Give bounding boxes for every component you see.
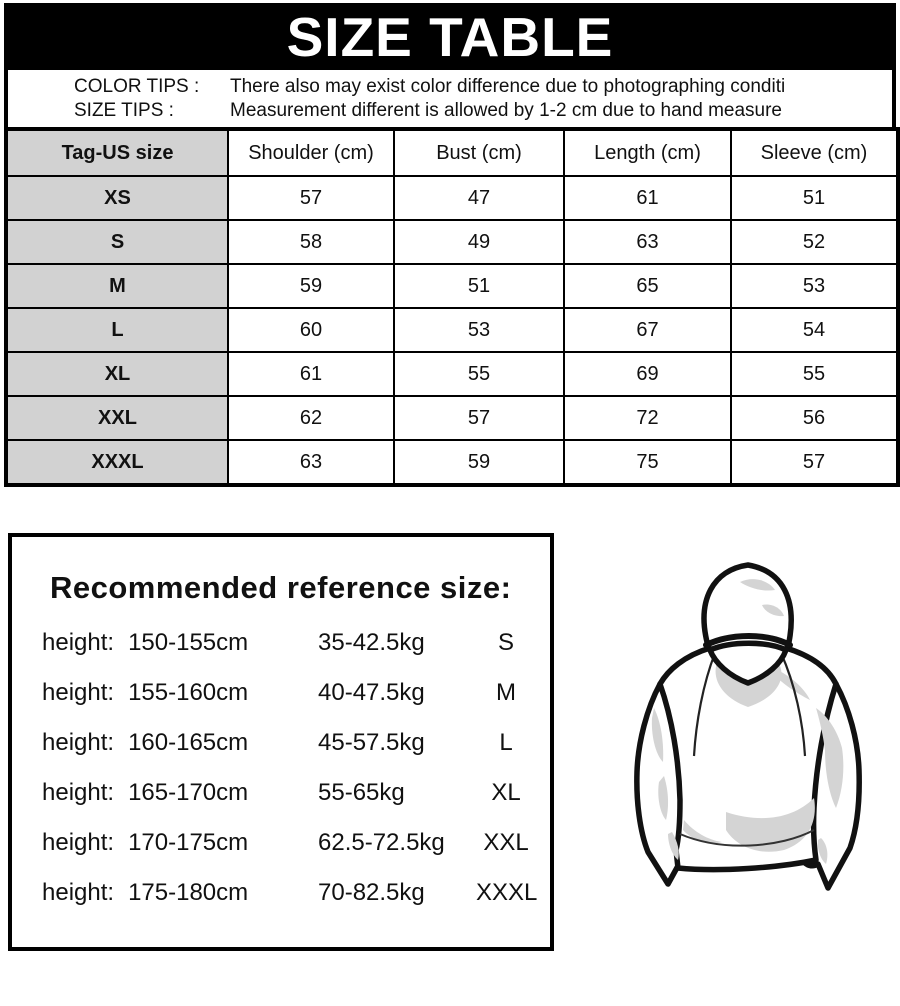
bust-value: 59 [393, 439, 565, 486]
size-table-panel: SIZE TABLE COLOR TIPS : SIZE TIPS : Ther… [4, 3, 900, 487]
reference-row-xxl: height: 170-175cm 62.5-72.5kg XXL [12, 818, 550, 868]
tips-messages: There also may exist color difference du… [230, 75, 892, 123]
bust-value: 47 [393, 175, 565, 221]
shoulder-value: 60 [227, 307, 395, 353]
height-label: height: [42, 679, 115, 706]
length-value: 67 [563, 307, 732, 353]
reference-row-l: height: 160-165cm 45-57.5kg L [12, 718, 550, 768]
table-row-xl: XL 61 55 69 55 [5, 351, 899, 397]
height-value: 170-175cm [128, 829, 249, 856]
shoulder-value: 62 [227, 395, 395, 441]
height-value: 150-155cm [128, 629, 249, 656]
height-range: height: 170-175cm [42, 829, 318, 857]
shoulder-value: 57 [227, 175, 395, 221]
height-label: height: [42, 629, 115, 656]
height-value: 160-165cm [128, 729, 249, 756]
bust-value: 53 [393, 307, 565, 353]
reference-row-xxxl: height: 175-180cm 70-82.5kg XXXL [12, 868, 550, 918]
size-table-banner: SIZE TABLE [4, 3, 896, 70]
recommended-size: L [499, 729, 513, 756]
recommended-size: XXXL [476, 879, 538, 906]
size-table: Tag-US size Shoulder (cm) Bust (cm) Leng… [4, 127, 900, 487]
color-tips-label: COLOR TIPS : [74, 76, 200, 97]
size-label: XS [5, 175, 229, 221]
reference-heading: Recommended reference size: [50, 570, 512, 605]
table-row-s: S 58 49 63 52 [5, 219, 899, 265]
height-range: height: 155-160cm [42, 679, 318, 707]
reference-rows: height: 150-155cm 35-42.5kg S height: 155-… [12, 618, 550, 918]
height-value: 155-160cm [128, 679, 249, 706]
table-row-xs: XS 57 47 61 51 [5, 175, 899, 221]
sleeve-value: 54 [730, 307, 899, 353]
sleeve-value: 52 [730, 219, 899, 265]
shoulder-value: 58 [227, 219, 395, 265]
height-label: height: [42, 779, 115, 806]
recommended-size: M [496, 679, 516, 706]
bust-value: 55 [393, 351, 565, 397]
table-row-m: M 59 51 65 53 [5, 263, 899, 309]
sleeve-value: 57 [730, 439, 899, 486]
size-label: XXL [5, 395, 229, 441]
length-value: 63 [563, 219, 732, 265]
reference-row-s: height: 150-155cm 35-42.5kg S [12, 618, 550, 668]
height-range: height: 175-180cm [42, 879, 318, 907]
sleeve-value: 53 [730, 263, 899, 309]
tips-labels: COLOR TIPS : SIZE TIPS : [8, 75, 230, 123]
hoodie-illustration [634, 562, 862, 891]
size-label: XL [5, 351, 229, 397]
length-value: 69 [563, 351, 732, 397]
sleeve-value: 51 [730, 175, 899, 221]
weight-range: 40-47.5kg [318, 679, 425, 706]
col-header-sleeve: Sleeve (cm) [730, 128, 899, 177]
weight-range: 45-57.5kg [318, 729, 425, 756]
size-label: L [5, 307, 229, 353]
recommended-size: XXL [483, 829, 529, 856]
shoulder-value: 59 [227, 263, 395, 309]
sleeve-value: 56 [730, 395, 899, 441]
weight-range: 62.5-72.5kg [318, 829, 445, 856]
tips-row: COLOR TIPS : SIZE TIPS : There also may … [4, 70, 896, 127]
table-row-l: L 60 53 67 54 [5, 307, 899, 353]
bust-value: 49 [393, 219, 565, 265]
size-label: S [5, 219, 229, 265]
height-range: height: 150-155cm [42, 629, 318, 657]
length-value: 72 [563, 395, 732, 441]
shoulder-value: 61 [227, 351, 395, 397]
size-label: M [5, 263, 229, 309]
length-value: 75 [563, 439, 732, 486]
height-label: height: [42, 829, 115, 856]
col-header-bust: Bust (cm) [393, 128, 565, 177]
shoulder-value: 63 [227, 439, 395, 486]
col-header-shoulder: Shoulder (cm) [227, 128, 395, 177]
size-table-title: SIZE TABLE [286, 5, 614, 68]
bust-value: 51 [393, 263, 565, 309]
height-range: height: 160-165cm [42, 729, 318, 757]
height-label: height: [42, 729, 115, 756]
height-label: height: [42, 879, 115, 906]
bust-value: 57 [393, 395, 565, 441]
recommended-size: XL [491, 779, 521, 806]
weight-range: 70-82.5kg [318, 879, 425, 906]
length-value: 61 [563, 175, 732, 221]
table-row-xxl: XXL 62 57 72 56 [5, 395, 899, 441]
col-header-length: Length (cm) [563, 128, 732, 177]
height-range: height: 165-170cm [42, 779, 318, 807]
height-value: 175-180cm [128, 879, 249, 906]
weight-range: 55-65kg [318, 779, 405, 806]
table-row-xxxl: XXXL 63 59 75 57 [5, 439, 899, 486]
reference-row-xl: height: 165-170cm 55-65kg XL [12, 768, 550, 818]
length-value: 65 [563, 263, 732, 309]
height-value: 165-170cm [128, 779, 249, 806]
size-tips-text: Measurement different is allowed by 1-2 … [230, 100, 783, 121]
size-table-header-row: Tag-US size Shoulder (cm) Bust (cm) Leng… [5, 128, 899, 177]
reference-size-panel: Recommended reference size: height: 150-1… [8, 533, 554, 951]
sleeve-value: 55 [730, 351, 899, 397]
recommended-size: S [497, 629, 514, 656]
weight-range: 35-42.5kg [318, 629, 425, 656]
col-header-tag-us-size: Tag-US size [5, 128, 229, 177]
color-tips-text: There also may exist color difference du… [230, 76, 786, 97]
reference-row-m: height: 155-160cm 40-47.5kg M [12, 668, 550, 718]
size-label: XXXL [5, 439, 229, 486]
size-tips-label: SIZE TIPS : [74, 100, 174, 121]
